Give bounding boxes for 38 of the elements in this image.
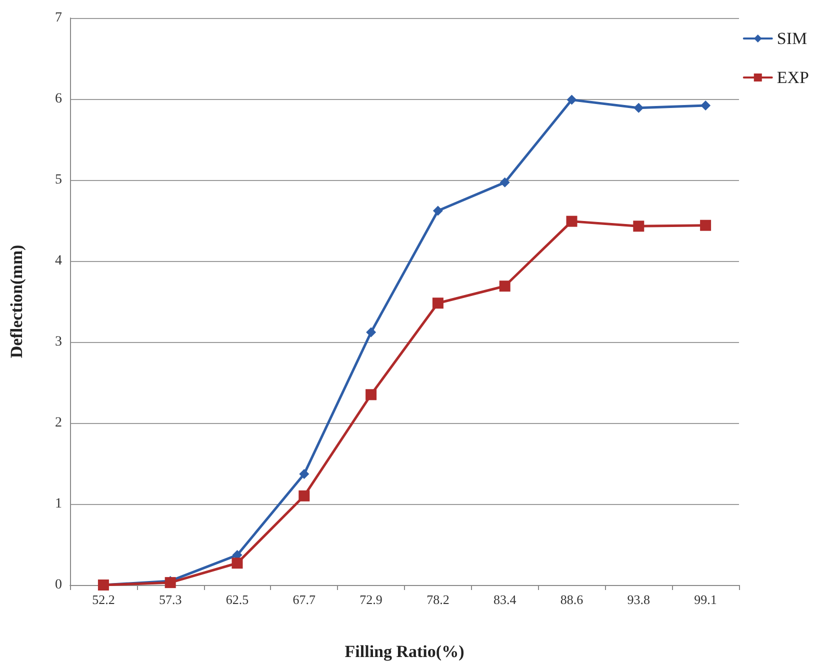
point [432, 206, 443, 216]
point [164, 577, 176, 588]
point [634, 102, 644, 113]
point [500, 177, 510, 188]
y-tick-label: 5 [55, 172, 62, 188]
point [432, 298, 444, 309]
y-tick-label: 2 [55, 416, 62, 430]
x-tick-label: 88.6 [560, 592, 584, 607]
x-tick-label: 83.4 [493, 592, 517, 607]
x-tick-label: 57.3 [158, 592, 182, 607]
x-tick-label: 52.2 [92, 592, 115, 607]
point [499, 280, 510, 292]
point [633, 220, 644, 232]
y-tick-label: 0 [55, 578, 62, 592]
y-tick-label: 6 [55, 92, 62, 106]
x-tick-label: 62.5 [226, 592, 249, 607]
x-tick-label: 93.8 [627, 592, 650, 607]
point [700, 220, 712, 231]
point [298, 490, 310, 502]
point [299, 469, 310, 480]
x-axis-title: Filling Ratio(%) [344, 642, 464, 661]
y-tick-label: 7 [55, 10, 62, 26]
point [566, 216, 578, 227]
x-tick-label: 67.7 [292, 592, 316, 607]
point [700, 100, 711, 110]
legend-label: SIM [776, 29, 808, 48]
x-tick-label: 72.9 [360, 592, 382, 607]
x-tick-label: 78.2 [426, 592, 450, 607]
point [566, 94, 577, 105]
y-tick-label: 4 [55, 254, 62, 268]
legend-label: EXP [776, 68, 810, 87]
x-tick-label: 99.1 [694, 592, 717, 607]
y-tick-label: 1 [55, 496, 62, 512]
point [366, 327, 376, 338]
y-tick-label: 3 [55, 334, 62, 350]
point [366, 389, 377, 400]
point [232, 558, 243, 569]
y-axis-title: Deflection(mm) [7, 244, 26, 358]
